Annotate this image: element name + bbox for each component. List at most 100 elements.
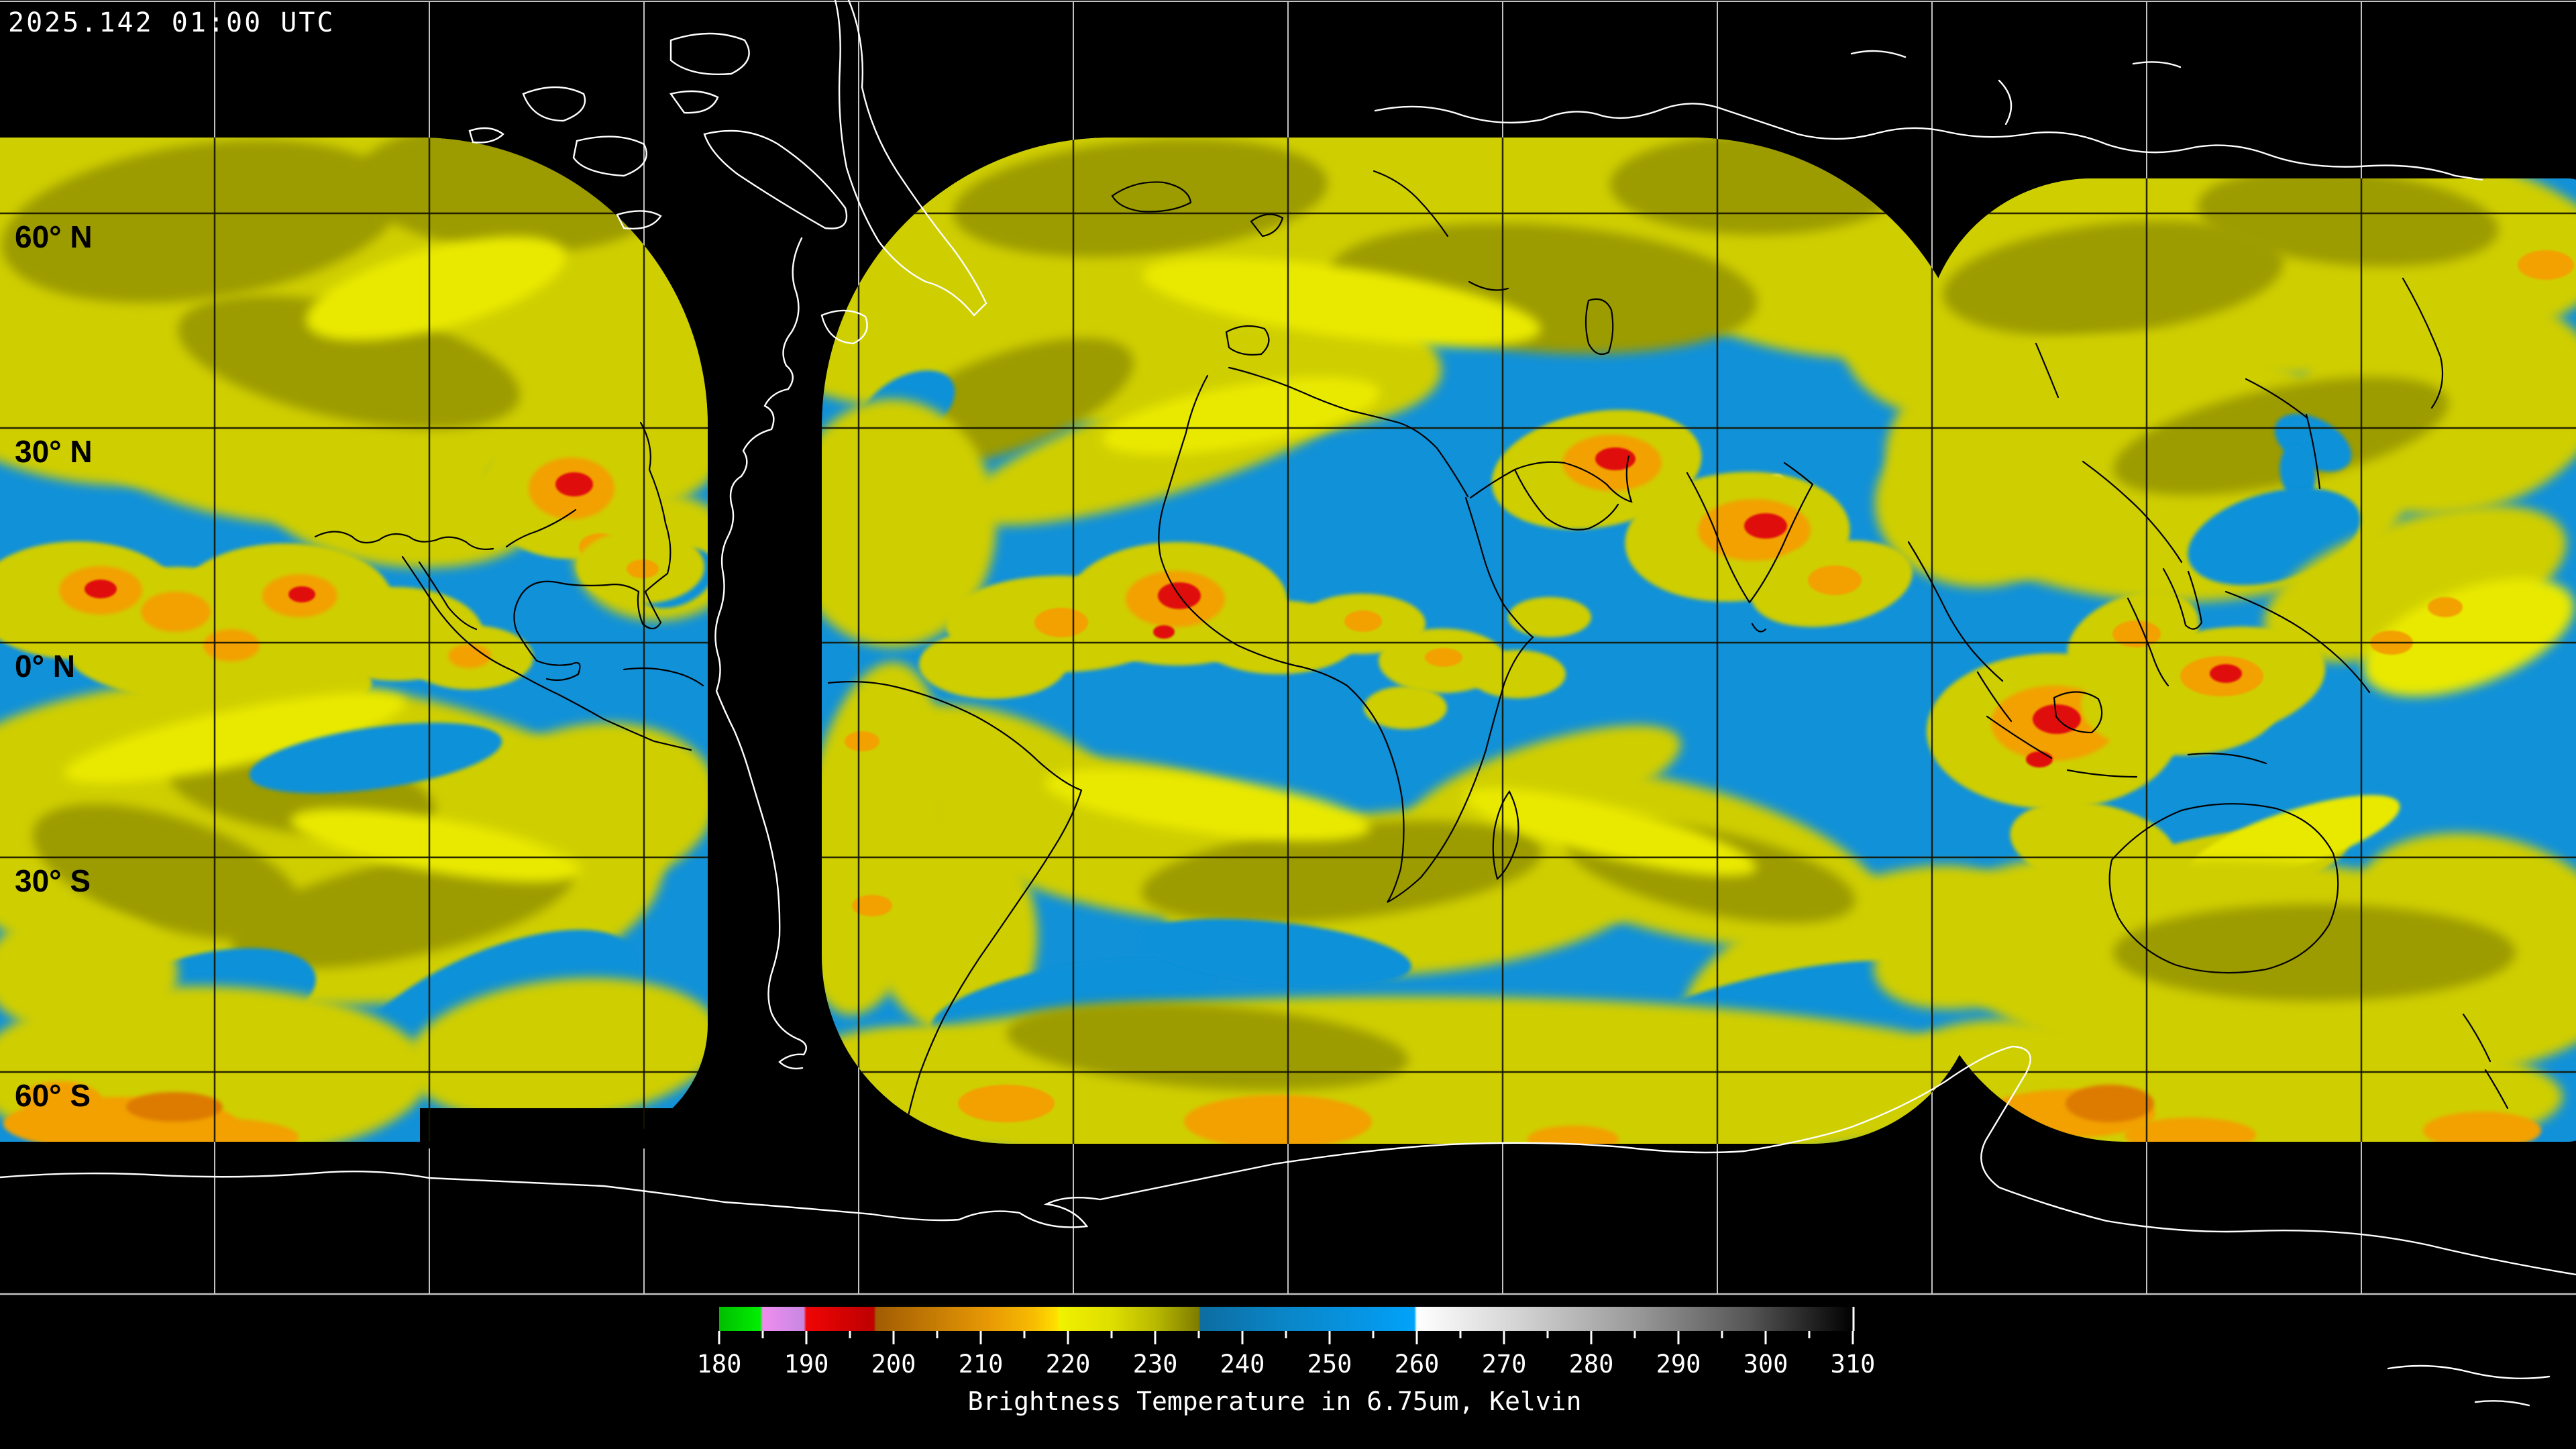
coastline-light [1998,79,2012,125]
cloud-blob [1463,788,1757,876]
cloud-blob [1610,138,1905,235]
colorbar-group: 180 190 200 210 220 230 240 250 260 270 280 290 300 3… [697,1307,1876,1379]
coastline-dark [1686,462,1814,604]
cloud-blob [2279,445,2316,501]
colorbar-tick-label: 260 [1395,1350,1440,1379]
latitude-label: 0° N [15,649,75,684]
latitude-label: 60° S [15,1078,91,1113]
cloud-blob [1508,597,1591,637]
coastline-dark [314,531,494,550]
coastline-dark [2162,568,2203,630]
coastline-light [468,127,504,144]
coastline-dark [2127,597,2169,687]
cloud-blob [852,895,892,916]
cloud-blob [203,629,260,661]
coastlines-over-black-layer [0,0,2576,1407]
coastline-light [2387,1364,2551,1379]
cloud-blob [288,586,315,602]
colorbar-tick-label: 250 [1307,1350,1352,1379]
cloud-blob [249,722,502,794]
cloud-blob [958,1085,1055,1122]
cloud-blob [2065,1085,2154,1122]
cloud-blob [1364,686,1447,729]
cloud-blob [32,804,303,941]
cloud-blob [2197,169,2499,267]
cloud-blob [1595,447,1635,470]
coastline-dark [2108,803,2339,974]
coastline-dark [513,421,672,681]
coastline-dark [1469,455,1633,503]
coastline-dark [401,555,692,751]
cloud-blob [2033,704,2081,734]
colorbar-scale [719,1307,1853,1331]
cloud-blob [1405,725,1681,845]
cloud-blob [788,399,996,647]
coastline-light [669,32,750,75]
cloud-blob [2423,1112,2541,1144]
cloud-blob [141,592,211,632]
cloud-blob [1034,608,1088,637]
coastline-dark [1907,541,2004,682]
cloud-blob [1875,419,2083,587]
coastline-dark [2224,590,2371,694]
cloud-blob [0,911,178,1034]
coastline-dark [2082,460,2183,564]
cloud-blob [407,977,720,1122]
coastline-dark [1111,181,1192,213]
cloud-blob [85,580,117,598]
cloud-blob [2113,904,2516,1001]
cloud-blob [555,472,593,496]
cloud-blob [1184,1095,1372,1144]
coastline-light [1850,50,1907,58]
colorbar-tick-label: 270 [1482,1350,1527,1379]
cloud-blob [1,140,401,303]
colorbar-caption: Brightness Temperature in 6.75um, Kelvin [967,1387,1581,1416]
cloud-blob [1744,513,1787,539]
coastline-dark [505,508,577,548]
coastline-dark [1976,671,2012,722]
timestamp-label: 2025.142 01:00 UTC [8,7,335,38]
cloud-blob [2125,1118,2256,1144]
colorbar-tick-label: 280 [1569,1350,1614,1379]
coastline-dark [2402,277,2444,409]
cloud-blob [1943,221,2284,336]
missing-data-notch [420,1108,710,1148]
missing-data-notch-layer [420,1108,710,1148]
cloud-blob [448,644,491,668]
coastline-dark [827,681,1083,1123]
colorbar-tick-label: 180 [697,1350,742,1379]
colorbar-tick-label: 210 [959,1350,1004,1379]
coastline-dark [2305,413,2321,490]
cloud-blob [1141,820,1542,924]
cloud-blob [19,1081,102,1119]
coastline-light [522,86,586,122]
latitude-label: 30° S [15,863,91,898]
cloud-blob [2112,621,2161,647]
coastline-dark [1228,366,1469,498]
latitude-label: 60° N [15,219,93,254]
cloud-blob [1527,1126,1619,1144]
cloud-blob [1142,257,1542,347]
coastline-light [1374,103,2483,181]
latitude-label: 30° N [15,434,93,469]
colorbar-tick-label: 310 [1831,1350,1876,1379]
latitude-labels-layer: 60° N 30° N 0° N 30° S 60° S [15,219,93,1113]
cloud-blob [2026,751,2053,767]
cloud-blob [2428,597,2463,617]
cloud-blob [953,138,1328,258]
coastline-light [2474,1400,2530,1407]
cloud-blob [627,559,659,578]
coastline-light [2132,61,2182,68]
cloud-blob [919,629,1067,699]
cloud-blob [1425,648,1462,667]
coastline-light [820,309,868,345]
coastline-light [714,237,808,1070]
graticule-dark-layer [0,138,2576,1144]
coastline-dark [2053,691,2103,734]
coastline-dark [2245,378,2308,419]
coastline-dark [2035,342,2059,398]
cloud-blob [126,1092,223,1122]
cloud-blob [268,451,537,568]
coastline-light [0,1045,2576,1276]
